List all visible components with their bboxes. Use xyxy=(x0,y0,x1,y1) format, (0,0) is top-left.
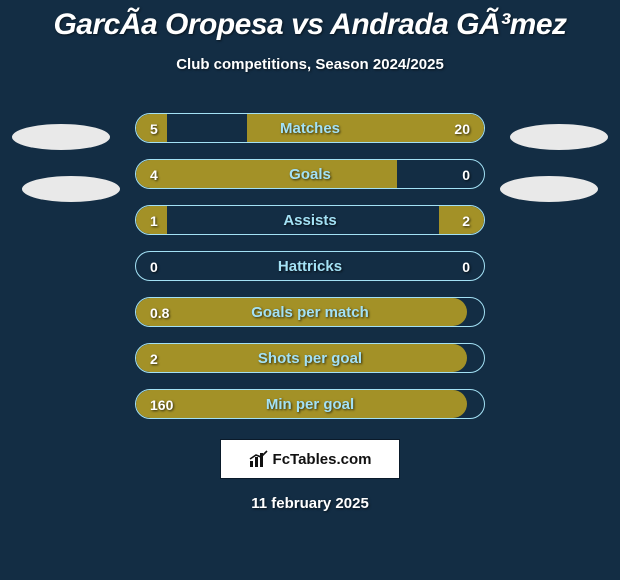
stat-row: Matches5 20 xyxy=(135,113,485,143)
stat-row: Goals4 0 xyxy=(135,159,485,189)
player-right-club-logo-1 xyxy=(510,124,608,150)
stat-metric-label: Hattricks xyxy=(136,252,484,281)
stat-value-right: 20 xyxy=(454,114,470,143)
stat-value-left: 4 xyxy=(150,160,158,189)
stat-metric-label: Goals xyxy=(136,160,484,189)
player-left-club-logo-2 xyxy=(22,176,120,202)
stat-value-left: 1 xyxy=(150,206,158,235)
player-left-club-logo-1 xyxy=(12,124,110,150)
stat-value-right: 0 xyxy=(462,252,470,281)
stat-metric-label: Matches xyxy=(136,114,484,143)
brand-text: FcTables.com xyxy=(273,451,372,468)
brand-chart-icon xyxy=(249,450,269,468)
stat-value-left: 5 xyxy=(150,114,158,143)
stat-row: Shots per goal2 xyxy=(135,343,485,373)
stat-value-right: 2 xyxy=(462,206,470,235)
stat-value-left: 2 xyxy=(150,344,158,373)
page-subtitle: Club competitions, Season 2024/2025 xyxy=(0,56,620,73)
stat-row: Hattricks0 0 xyxy=(135,251,485,281)
stat-row: Assists1 2 xyxy=(135,205,485,235)
stat-row: Goals per match0.8 xyxy=(135,297,485,327)
stat-metric-label: Goals per match xyxy=(136,298,484,327)
stat-metric-label: Assists xyxy=(136,206,484,235)
comparison-bars: Matches520Goals40Assists12Hattricks00Goa… xyxy=(0,113,620,419)
stat-metric-label: Shots per goal xyxy=(136,344,484,373)
stat-value-left: 0 xyxy=(150,252,158,281)
brand-badge: FcTables.com xyxy=(220,439,400,479)
generated-date: 11 february 2025 xyxy=(0,495,620,512)
stat-row: Min per goal160 xyxy=(135,389,485,419)
stat-value-left: 0.8 xyxy=(150,298,169,327)
stat-value-left: 160 xyxy=(150,390,173,419)
player-right-club-logo-2 xyxy=(500,176,598,202)
stat-value-right: 0 xyxy=(462,160,470,189)
page-title: GarcÃ­a Oropesa vs Andrada GÃ³mez xyxy=(0,0,620,42)
stat-metric-label: Min per goal xyxy=(136,390,484,419)
